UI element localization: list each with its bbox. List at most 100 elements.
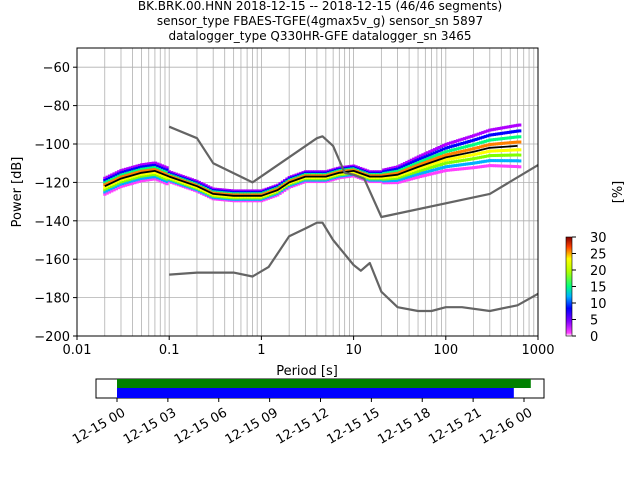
density-cell — [488, 149, 492, 153]
density-cell — [506, 153, 510, 157]
density-cell — [442, 169, 446, 173]
density-cell — [465, 140, 469, 144]
density-cell — [455, 139, 460, 143]
density-cell — [333, 173, 337, 177]
density-cell — [326, 175, 331, 179]
density-cell — [513, 159, 517, 163]
density-cell — [103, 176, 107, 180]
density-cell — [147, 168, 151, 172]
density-cell — [160, 173, 165, 177]
density-cell — [497, 137, 501, 141]
y-tick-label: −120 — [34, 176, 70, 191]
density-cell — [137, 175, 142, 179]
density-cell — [149, 177, 153, 181]
density-cell — [432, 148, 437, 152]
density-cell — [130, 165, 135, 169]
density-cell — [313, 176, 317, 180]
density-cell — [455, 159, 460, 163]
timeline-bar — [117, 388, 514, 398]
density-cell — [407, 162, 411, 166]
density-cell — [386, 177, 390, 181]
density-cell — [110, 179, 114, 183]
density-cell — [421, 168, 425, 172]
density-cell — [504, 164, 508, 168]
density-cell — [391, 177, 395, 181]
density-cell — [502, 159, 506, 163]
density-cell — [460, 167, 464, 171]
density-cell — [414, 162, 418, 166]
density-cell — [506, 141, 510, 145]
density-cell — [462, 162, 467, 166]
density-cell — [110, 182, 114, 186]
timeline-tick-label: 12-15 15 — [324, 405, 382, 447]
density-cell — [123, 177, 128, 181]
density-cell — [515, 165, 520, 169]
density-cell — [504, 125, 508, 129]
density-cell — [453, 143, 457, 147]
density-cell — [474, 146, 478, 150]
density-cell — [483, 135, 487, 139]
density-cell — [414, 164, 418, 168]
density-cell — [409, 169, 414, 173]
density-cell — [110, 184, 114, 188]
density-cell — [483, 130, 487, 134]
density-cell — [465, 158, 469, 162]
density-cell — [446, 145, 450, 149]
density-cell — [135, 171, 139, 175]
density-cell — [419, 160, 423, 164]
density-cell — [103, 186, 107, 190]
density-cell — [395, 169, 400, 173]
density-cell — [386, 173, 390, 177]
density-cell — [395, 174, 400, 178]
density-cell — [430, 172, 434, 176]
density-cell — [160, 164, 165, 168]
density-cell — [114, 171, 118, 175]
noise-model-line — [169, 221, 539, 313]
density-cell — [149, 171, 153, 175]
density-cell — [128, 182, 132, 186]
colorbar-tick-label: 15 — [590, 281, 607, 296]
density-cell — [398, 166, 402, 170]
density-cell — [476, 160, 480, 164]
density-cell — [478, 155, 483, 159]
density-cell — [499, 137, 503, 141]
density-cell — [331, 174, 335, 178]
density-cell — [412, 168, 416, 172]
density-cell — [472, 138, 476, 142]
density-cell — [449, 141, 453, 145]
density-cell — [395, 165, 400, 169]
density-cell — [103, 190, 107, 194]
density-cell — [460, 159, 464, 163]
density-cell — [149, 175, 153, 179]
density-cell — [153, 171, 158, 175]
density-cell — [451, 164, 455, 168]
density-cell — [153, 163, 158, 167]
density-cell — [508, 148, 513, 152]
density-cell — [442, 147, 446, 151]
density-cell — [156, 174, 160, 178]
density-cell — [476, 137, 480, 141]
density-cell — [476, 141, 480, 145]
density-cell — [163, 174, 167, 178]
density-cell — [257, 195, 261, 199]
density-cell — [126, 173, 130, 177]
density-cell — [419, 162, 423, 166]
density-cell — [121, 184, 125, 188]
density-cell — [442, 154, 446, 158]
density-cell — [474, 137, 478, 141]
density-cell — [423, 167, 427, 171]
density-cell — [425, 173, 430, 177]
density-cell — [407, 164, 411, 168]
density-cell — [455, 167, 460, 171]
density-cell — [472, 166, 476, 170]
density-cell — [121, 170, 125, 174]
density-cell — [458, 138, 462, 142]
density-cell — [130, 181, 135, 185]
density-cell — [400, 175, 404, 179]
density-cell — [386, 171, 390, 175]
density-cell — [483, 150, 487, 154]
y-axis-ticks: −60 −80 −100 −120 −140 −160 −180 −200 — [34, 61, 77, 345]
density-cell — [455, 147, 460, 151]
density-cell — [114, 185, 118, 189]
density-cell — [488, 154, 492, 158]
